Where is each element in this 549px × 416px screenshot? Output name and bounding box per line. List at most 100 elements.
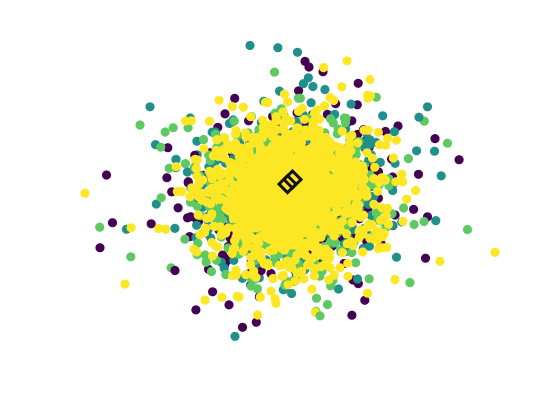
- scatter-point-series-3: [318, 63, 329, 73]
- scatter-point-series-3: [333, 165, 343, 175]
- scatter-point-series-2: [252, 284, 262, 294]
- scatter-point-series-3: [238, 102, 248, 112]
- scatter-point-series-3: [215, 179, 225, 189]
- scatter-point-series-3: [269, 226, 279, 236]
- scatter-point-series-3: [354, 233, 364, 243]
- scatter-point-series-0: [224, 300, 234, 310]
- scatter-point-series-0: [191, 305, 201, 315]
- scatter-point-series-0: [230, 93, 240, 103]
- scatter-point-series-3: [249, 266, 259, 276]
- scatter-point-series-3: [231, 125, 241, 136]
- outlier-point: [365, 74, 375, 85]
- scatter-point-series-3: [278, 270, 289, 280]
- scatter-point-series-3: [337, 216, 347, 227]
- scatter-point-series-3: [247, 132, 257, 142]
- scatter-point-series-3: [241, 162, 251, 173]
- scatter-point-series-3: [261, 217, 271, 227]
- scatter-point-series-3: [283, 193, 294, 203]
- scatter-point-series-3: [355, 225, 365, 235]
- scatter-point-series-3: [297, 266, 307, 276]
- scatter-point-series-3: [325, 263, 335, 273]
- scatter-point-series-3: [190, 154, 200, 164]
- scatter-point-series-3: [271, 112, 281, 122]
- scatter-point-series-3: [351, 188, 361, 198]
- scatter-point-series-1: [151, 199, 161, 209]
- scatter-point-series-3: [374, 177, 384, 187]
- scatter-point-series-3: [230, 138, 241, 148]
- scatter-point-series-3: [353, 204, 363, 214]
- scatter-point-series-3: [398, 177, 408, 187]
- scatter-point-series-3: [249, 220, 259, 230]
- scatter-point-series-1: [192, 220, 202, 230]
- scatter-point-series-3: [289, 156, 299, 167]
- scatter-point-series-3: [227, 101, 237, 112]
- scatter-point-series-3: [282, 97, 293, 107]
- scatter-point-series-2: [201, 257, 211, 267]
- outlier-point: [362, 288, 373, 298]
- scatter-point-series-3: [301, 189, 311, 199]
- scatter-point-series-2: [311, 293, 322, 303]
- scatter-point-series-3: [334, 142, 344, 152]
- outlier-point: [237, 322, 248, 332]
- scatter-point-series-3: [282, 256, 293, 266]
- scatter-point-series-3: [187, 183, 197, 193]
- scatter-point-series-1: [287, 288, 297, 299]
- scatter-point-series-2: [180, 234, 190, 244]
- scatter-point-series-3: [311, 180, 321, 190]
- scatter-point-series-3: [346, 237, 356, 247]
- scatter-point-series-1: [171, 155, 181, 165]
- outlier-point: [430, 134, 440, 144]
- outlier-point: [120, 279, 130, 289]
- scatter-point-series-3: [232, 169, 243, 179]
- scatter-point-series-0: [454, 155, 464, 165]
- scatter-point-series-3: [329, 270, 339, 280]
- scatter-point-series-0: [146, 219, 156, 229]
- scatter-point-series-3: [244, 180, 254, 190]
- scatter-point-series-3: [292, 240, 302, 250]
- scatter-point-series-3: [342, 56, 352, 66]
- scatter-point-series-3: [299, 274, 309, 284]
- scatter-point-series-3: [373, 186, 383, 196]
- scatter-point-series-1: [378, 111, 388, 121]
- scatter-point-series-3: [365, 233, 375, 243]
- scatter-point-series-3: [221, 204, 231, 214]
- scatter-point-series-3: [283, 145, 294, 155]
- scatter-point-series-3: [343, 208, 354, 218]
- scatter-point-series-3: [212, 135, 222, 145]
- scatter-point-series-3: [253, 310, 263, 320]
- scatter-point-series-3: [383, 133, 393, 143]
- scatter-point-series-1: [436, 171, 446, 181]
- scatter-point-series-0: [162, 173, 172, 183]
- scatter-point-series-3: [327, 228, 337, 238]
- scatter-point-series-3: [227, 248, 237, 259]
- scatter-point-series-3: [213, 194, 223, 204]
- scatter-point-series-3: [258, 115, 268, 125]
- scatter-point-series-3: [379, 228, 389, 238]
- scatter-point-series-1: [353, 274, 363, 284]
- scatter-point-series-3: [267, 173, 277, 183]
- scatter-point-series-0: [413, 169, 424, 179]
- scatter-point-series-1: [182, 167, 192, 177]
- scatter-point-series-0: [163, 143, 173, 153]
- scatter-point-series-3: [266, 157, 276, 167]
- scatter-point-series-3: [322, 158, 332, 169]
- outlier-point: [135, 120, 145, 130]
- scatter-point-series-3: [245, 204, 255, 214]
- outlier-point: [245, 40, 255, 51]
- scatter-point-series-0: [353, 78, 363, 88]
- scatter-point-series-3: [362, 191, 372, 201]
- scatter-point-series-3: [185, 191, 195, 202]
- scatter-point-series-2: [399, 203, 409, 213]
- scatter-point-series-2: [95, 222, 105, 232]
- outlier-point: [170, 265, 180, 276]
- scatter-point-series-3: [266, 286, 276, 296]
- scatter-point-series-3: [251, 246, 261, 256]
- scatter-point-series-3: [177, 186, 187, 196]
- outlier-point: [230, 331, 240, 341]
- scatter-point-series-3: [240, 128, 250, 138]
- scatter-point-series-3: [324, 253, 335, 263]
- scatter-point-series-3: [343, 258, 353, 268]
- scatter-point-series-3: [309, 108, 320, 118]
- scatter-point-series-0: [101, 170, 112, 180]
- scatter-point-series-3: [288, 129, 299, 139]
